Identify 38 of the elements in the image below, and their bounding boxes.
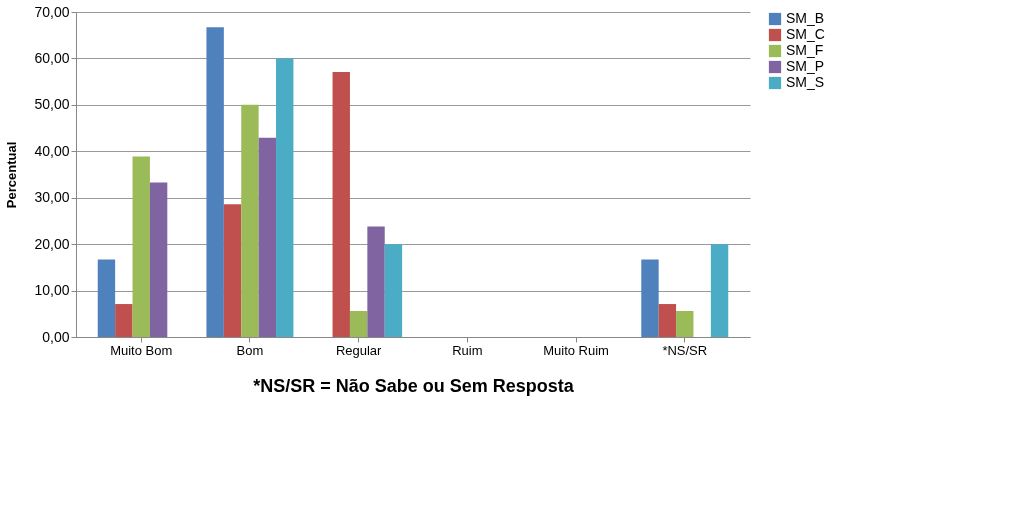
bar xyxy=(349,311,368,337)
bar xyxy=(132,156,150,337)
bar xyxy=(641,259,659,337)
bar xyxy=(149,182,168,337)
x-tick-label: *NS/SR xyxy=(662,342,708,358)
legend-label: SM_P xyxy=(786,58,825,74)
bar xyxy=(276,58,294,337)
bar xyxy=(658,304,677,337)
legend-label: SM_S xyxy=(786,74,825,90)
y-tick-label: 0,00 xyxy=(42,328,70,345)
y-tick-label: 10,00 xyxy=(34,282,70,299)
bar xyxy=(206,27,224,337)
y-tick-label: 40,00 xyxy=(34,142,70,159)
legend-label: SM_B xyxy=(786,10,825,26)
bar xyxy=(332,71,350,337)
y-tick-label: 20,00 xyxy=(34,235,70,252)
y-tick-label: 60,00 xyxy=(34,49,70,66)
x-axis-title: *NS/SR = Não Sabe ou Sem Resposta xyxy=(253,375,575,396)
bar xyxy=(97,259,116,337)
y-tick-label: 30,00 xyxy=(34,189,70,206)
bar xyxy=(384,244,403,337)
y-tick-label: 50,00 xyxy=(34,96,70,113)
bar xyxy=(258,137,277,337)
bar xyxy=(241,104,259,337)
x-tick-label: Regular xyxy=(335,342,383,358)
x-tick-label: Muito Bom xyxy=(110,342,173,358)
x-tick-label: Ruim xyxy=(452,342,483,358)
bar xyxy=(115,304,133,337)
y-tick-label: 70,00 xyxy=(34,3,70,20)
legend-label: SM_F xyxy=(786,42,824,58)
legend-label: SM_C xyxy=(786,26,825,42)
bar xyxy=(710,244,729,337)
x-tick-label: Muito Ruim xyxy=(543,342,609,358)
bar xyxy=(676,311,694,337)
bar xyxy=(367,226,385,337)
x-tick-label: Bom xyxy=(236,342,264,358)
bar xyxy=(223,204,242,337)
y-axis-title: Percentual xyxy=(4,141,20,209)
